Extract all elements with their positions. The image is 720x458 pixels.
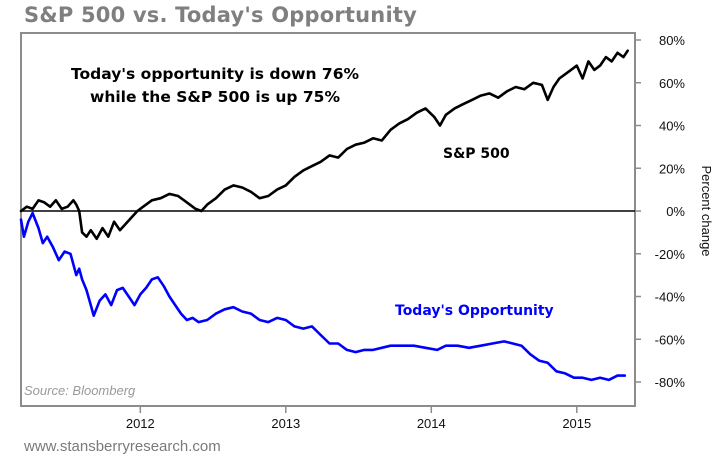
y-tick-label: -80% <box>655 375 686 390</box>
annotation-line-1: Today's opportunity is down 76% <box>71 65 360 83</box>
chart-title: S&P 500 vs. Today's Opportunity <box>24 3 417 27</box>
series-label-todays-opportunity: Today's Opportunity <box>395 303 554 319</box>
x-tick-label: 2012 <box>126 416 155 431</box>
y-tick-label: 0% <box>666 204 685 219</box>
annotation-line-2: while the S&P 500 is up 75% <box>90 88 340 106</box>
series-line-s-p-500 <box>19 49 630 241</box>
y-tick-label: 80% <box>659 33 685 48</box>
y-axis-label: Percent change <box>699 165 714 256</box>
source-note: Source: Bloomberg <box>24 383 136 398</box>
y-tick-label: -40% <box>655 290 686 305</box>
series-line-today-s-opportunity <box>19 211 627 382</box>
series-label-sp500: S&P 500 <box>443 146 510 162</box>
y-tick-label: -60% <box>655 332 686 347</box>
footer-url: www.stansberryresearch.com <box>24 438 221 455</box>
y-tick-label: -20% <box>655 247 686 262</box>
y-tick-label: 40% <box>659 119 685 134</box>
x-tick-label: 2014 <box>417 416 446 431</box>
x-tick-label: 2013 <box>271 416 300 431</box>
y-tick-label: 60% <box>659 76 685 91</box>
y-tick-label: 20% <box>659 161 685 176</box>
x-tick-label: 2015 <box>562 416 591 431</box>
